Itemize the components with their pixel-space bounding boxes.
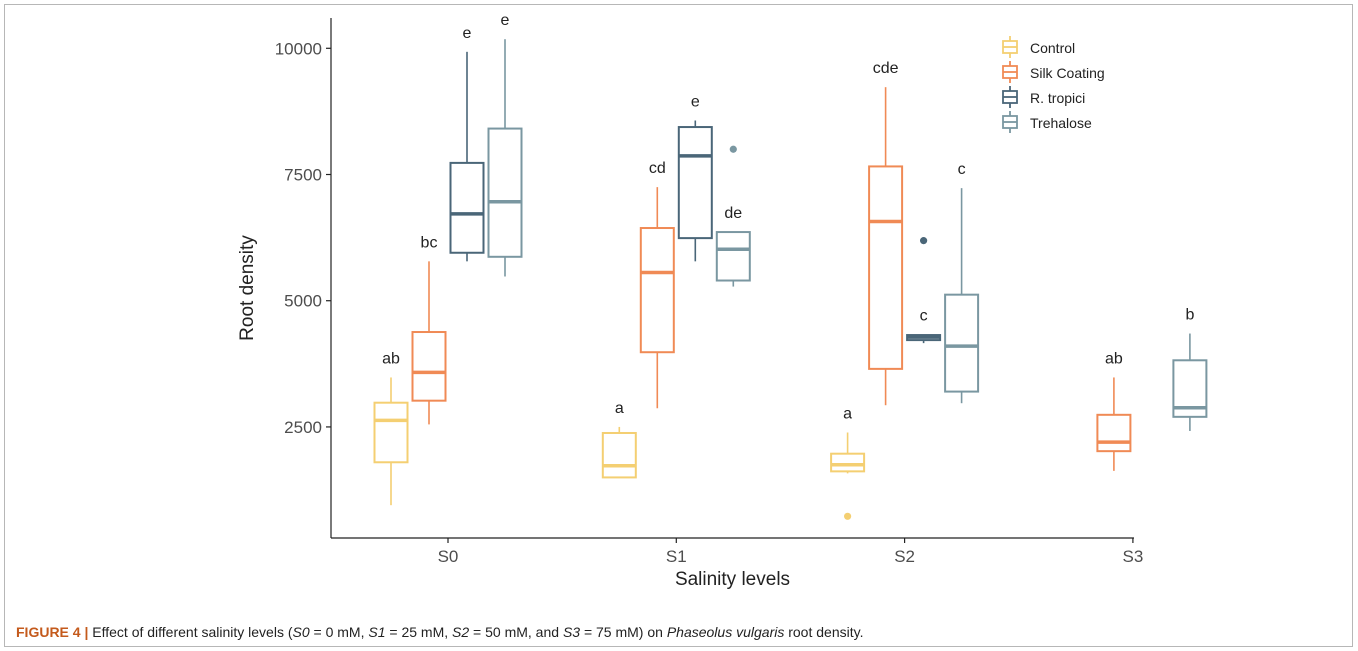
caption-run: S1 (368, 624, 386, 640)
y-tick-label: 5000 (284, 292, 322, 311)
series-trehalose: e de c b (487, 12, 1208, 431)
significance-label: bc (421, 234, 438, 251)
box (449, 161, 485, 254)
box (830, 452, 866, 473)
outlier-point (920, 237, 928, 245)
box (1096, 413, 1132, 453)
box (944, 293, 980, 393)
significance-label: cd (649, 160, 666, 177)
significance-label: a (843, 405, 852, 422)
series-control: ab a a (373, 350, 866, 520)
legend-item: Control (1000, 36, 1140, 61)
caption-run: = 75 mM) on (580, 624, 667, 640)
x-tick-label: S0 (438, 547, 459, 566)
significance-label: cde (873, 60, 899, 77)
box (639, 227, 675, 354)
legend-key (1002, 111, 1018, 133)
x-tick-label: S2 (894, 547, 915, 566)
outlier-point (729, 145, 737, 153)
caption-run: = 25 mM, (385, 624, 453, 640)
chart-legend: Control Silk Coating R. tropici Trehalose (1000, 36, 1140, 136)
caption-run: Effect of different salinity levels ( (88, 624, 293, 640)
significance-label: c (958, 161, 966, 178)
y-tick-label: 7500 (284, 166, 322, 185)
significance-label: ab (1105, 350, 1123, 367)
figure-caption: FIGURE 4 | Effect of different salinity … (16, 624, 1336, 640)
box (411, 331, 447, 402)
caption-run: S3 (562, 624, 581, 640)
legend-label: Control (1030, 40, 1076, 56)
x-tick-label: S3 (1123, 547, 1144, 566)
significance-label: c (920, 308, 928, 325)
significance-label: e (463, 25, 472, 42)
legend-key (1002, 36, 1018, 58)
legend-key (1002, 61, 1018, 83)
legend-item: R. tropici (1000, 86, 1140, 111)
significance-label: b (1185, 307, 1194, 324)
y-tick-label: 2500 (284, 418, 322, 437)
box (487, 127, 523, 258)
x-axis-title: Salinity levels (675, 569, 790, 590)
significance-label: e (691, 93, 700, 110)
outlier-point (844, 512, 852, 520)
significance-label: a (615, 400, 624, 417)
legend-item: Trehalose (1000, 111, 1140, 136)
y-axis-title: Root density (237, 235, 258, 341)
caption-run: root density. (784, 624, 864, 640)
legend-label: R. tropici (1030, 90, 1086, 106)
figure-caption-label: FIGURE 4 | (16, 624, 89, 640)
legend-label: Trehalose (1030, 115, 1092, 131)
box (677, 126, 713, 240)
legend-key (1002, 86, 1018, 108)
legend-item: Silk Coating (1000, 61, 1140, 86)
x-tick-label: S1 (666, 547, 687, 566)
box (601, 431, 637, 479)
caption-run: S0 (292, 624, 310, 640)
significance-label: ab (382, 350, 400, 367)
caption-run: = 50 mM, and (469, 624, 563, 640)
box (715, 231, 751, 282)
significance-label: de (724, 205, 742, 222)
figure-frame (4, 4, 1353, 647)
box (373, 401, 409, 464)
caption-run: = 0 mM, (309, 624, 369, 640)
series-r-tropici: e e c (449, 25, 942, 344)
legend-label: Silk Coating (1030, 65, 1105, 81)
caption-run: Phaseolus vulgaris (666, 624, 785, 640)
caption-run: S2 (452, 624, 470, 640)
figure-caption-text: Effect of different salinity levels (S0 … (88, 624, 863, 640)
y-tick-label: 10000 (275, 39, 322, 58)
significance-label: e (501, 12, 510, 29)
box (868, 165, 904, 370)
